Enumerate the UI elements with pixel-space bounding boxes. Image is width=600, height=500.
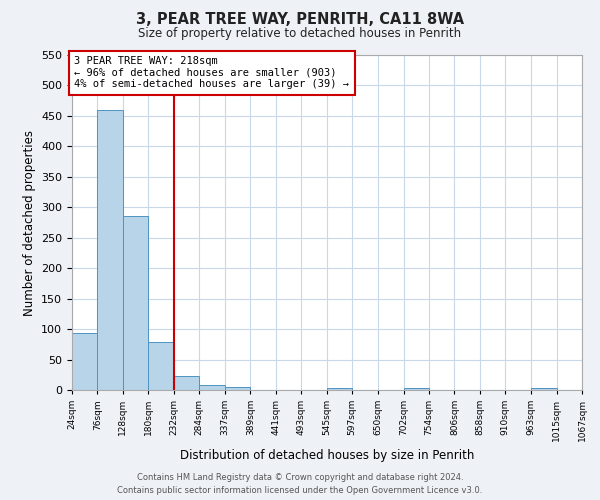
Text: Size of property relative to detached houses in Penrith: Size of property relative to detached ho… [139,28,461,40]
Bar [225,387,250,390]
Bar [531,388,557,390]
Text: 3, PEAR TREE WAY, PENRITH, CA11 8WA: 3, PEAR TREE WAY, PENRITH, CA11 8WA [136,12,464,28]
Text: 3 PEAR TREE WAY: 218sqm
← 96% of detached houses are smaller (903)
4% of semi-de: 3 PEAR TREE WAY: 218sqm ← 96% of detache… [74,56,349,90]
Y-axis label: Number of detached properties: Number of detached properties [23,130,35,316]
X-axis label: Distribution of detached houses by size in Penrith: Distribution of detached houses by size … [180,450,474,462]
Bar [148,342,174,390]
Bar [404,388,429,390]
Bar [97,110,123,390]
Bar [174,376,199,390]
Bar [327,388,352,390]
Text: Contains HM Land Registry data © Crown copyright and database right 2024.
Contai: Contains HM Land Registry data © Crown c… [118,474,482,495]
Bar [72,334,97,390]
Bar [199,384,225,390]
Bar [123,216,148,390]
